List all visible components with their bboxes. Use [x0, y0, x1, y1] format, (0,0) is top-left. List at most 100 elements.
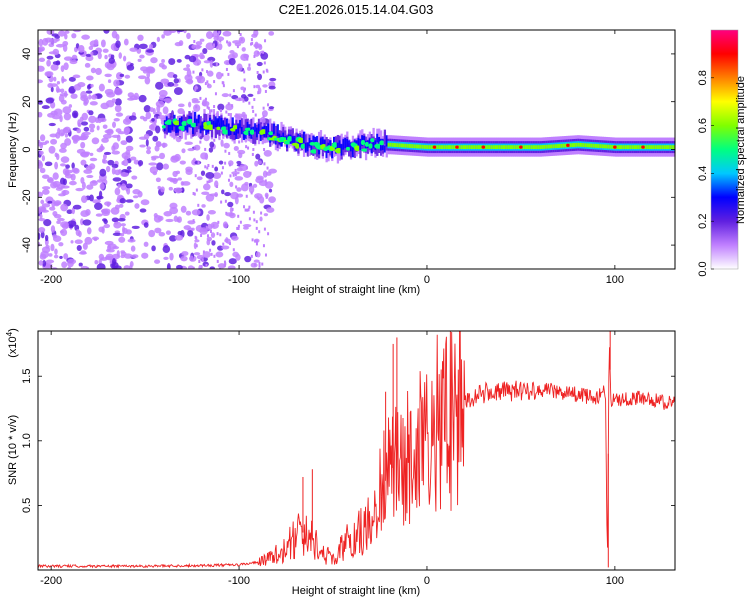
ridge-band: [351, 146, 355, 158]
ridge-band: [626, 145, 629, 150]
heatmap-noise-blob: [122, 118, 132, 125]
heatmap-noise-blob: [196, 176, 203, 181]
colorbar-gradient: [711, 30, 738, 269]
heatmap-noise-blob: [52, 172, 59, 180]
ridge-band: [436, 145, 439, 150]
heatmap-noise-blob: [185, 166, 193, 173]
ridge-band: [254, 130, 257, 144]
heatmap-noise-cell: [207, 163, 210, 167]
heatmap-noise-blob: [137, 159, 144, 166]
heatmap-noise-blob: [173, 87, 183, 95]
ridge-band: [526, 145, 529, 150]
ridge-blob: [186, 118, 194, 125]
ridge-band: [663, 145, 667, 150]
heatmap-noise-blob: [188, 55, 197, 63]
heatmap-noise-blob: [222, 30, 232, 37]
heatmap-noise-blob: [163, 98, 173, 103]
heatmap-noise-cell: [254, 113, 257, 117]
heatmap-noise-blob: [232, 52, 238, 59]
heatmap-noise-cell: [206, 166, 209, 170]
heatmap-noise-cell: [193, 44, 196, 48]
heatmap-noise-cell: [221, 73, 224, 77]
heatmap-noise-cell: [236, 45, 239, 49]
heatmap-noise-blob: [187, 147, 195, 152]
heatmap-noise-blob: [125, 145, 134, 152]
ridge-band: [216, 118, 219, 128]
ridge-band: [376, 143, 379, 156]
ridge-band: [353, 142, 356, 158]
ridge-band: [601, 144, 604, 149]
ridge-band: [579, 142, 582, 147]
snr-line-layer: [38, 331, 675, 569]
heatmap-noise-cell: [255, 226, 258, 230]
ridge-band: [201, 124, 204, 138]
ridge-band: [346, 139, 349, 148]
heatmap-noise-blob: [262, 84, 268, 88]
heatmap-noise-blob: [71, 33, 77, 39]
heatmap-noise-blob: [72, 204, 82, 210]
heatmap-noise-cell: [206, 70, 209, 74]
ridge-band: [269, 118, 272, 139]
heatmap-noise-blob: [200, 170, 206, 176]
ridge-band: [267, 123, 270, 135]
heatmap-noise-cell: [267, 232, 270, 236]
ridge-band: [319, 138, 323, 147]
heatmap-noise-cell: [253, 54, 256, 58]
heatmap-noise-blob: [47, 177, 54, 184]
ridge-band: [631, 145, 635, 150]
heatmap-noise-blob: [117, 218, 126, 222]
heatmap-noise-blob: [50, 86, 54, 93]
heatmap-noise-cell: [193, 192, 196, 196]
heatmap-noise-cell: [266, 103, 269, 107]
heatmap-noise-blob: [49, 38, 58, 44]
ridge-blob: [180, 125, 185, 132]
heatmap-noise-blob: [156, 104, 161, 113]
ridge-band: [227, 123, 231, 136]
ridge-band: [396, 143, 400, 148]
heatmap-noise-blob: [193, 252, 201, 256]
ridge-band: [498, 145, 501, 150]
ridge-band: [616, 145, 620, 150]
heatmap-noise-blob: [98, 83, 105, 92]
heatmap-noise-blob: [239, 164, 249, 172]
heatmap-noise-blob: [126, 166, 132, 170]
ridge-blob: [294, 143, 300, 149]
heatmap-noise-cell: [194, 174, 197, 178]
ridge-band: [550, 144, 554, 149]
ridge-band: [244, 119, 247, 134]
heatmap-noise-blob: [241, 183, 249, 192]
heatmap-noise-blob: [175, 136, 182, 143]
heatmap-noise-cell: [224, 262, 227, 266]
heatmap-noise-cell: [226, 61, 229, 65]
ridge-band: [528, 145, 531, 150]
heatmap-noise-blob: [124, 74, 131, 79]
heatmap-noise-cell: [248, 217, 251, 221]
heatmap-noise-blob: [120, 223, 126, 227]
heatmap-noise-blob: [50, 110, 58, 116]
heatmap-noise-blob: [73, 83, 82, 91]
heatmap-noise-cell: [208, 179, 211, 183]
heatmap-noise-cell: [192, 70, 195, 74]
heatmap-noise-blob: [85, 53, 92, 57]
heatmap-noise-cell: [225, 110, 228, 114]
heatmap-noise-blob: [167, 82, 175, 87]
heatmap-noise-blob: [253, 259, 260, 263]
heatmap-noise-blob: [83, 126, 90, 132]
heatmap-noise-blob: [131, 225, 140, 230]
heatmap-noise-cell: [254, 239, 257, 243]
heatmap-noise-cell: [213, 105, 216, 109]
ridge-band: [592, 143, 595, 148]
heatmap-noise-blob: [120, 183, 127, 191]
heatmap-noise-cell: [266, 69, 269, 73]
ridge-band: [349, 142, 353, 152]
heatmap-noise-blob: [118, 203, 124, 208]
heatmap-noise-blob: [258, 44, 263, 50]
ridge-peak: [641, 145, 645, 149]
ridge-band: [378, 136, 381, 146]
heatmap-noise-blob: [66, 209, 73, 215]
heatmap-noise-blob: [90, 94, 98, 100]
heatmap-noise-blob: [169, 235, 177, 242]
heatmap-noise-blob: [38, 191, 44, 198]
heatmap-noise-blob: [114, 98, 122, 106]
